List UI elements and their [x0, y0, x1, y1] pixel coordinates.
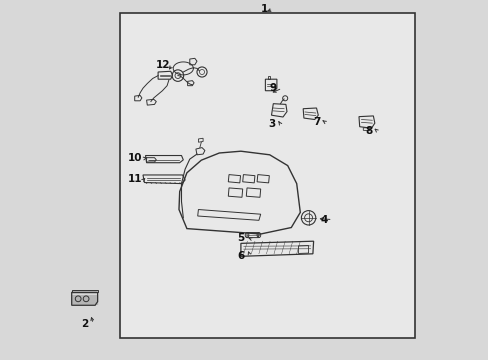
Bar [120, 13, 415, 338]
Text: 12: 12 [156, 60, 170, 70]
Text: 2: 2 [81, 319, 88, 329]
Text: 5: 5 [237, 233, 244, 243]
Text: 11: 11 [127, 174, 142, 184]
Text: 4: 4 [319, 215, 327, 225]
Text: 3: 3 [267, 119, 275, 129]
Text: 9: 9 [269, 83, 276, 93]
Text: 1: 1 [260, 4, 267, 14]
Text: 7: 7 [312, 117, 320, 127]
Text: 6: 6 [237, 251, 244, 261]
Text: 10: 10 [127, 153, 142, 163]
Text: 8: 8 [365, 126, 371, 136]
